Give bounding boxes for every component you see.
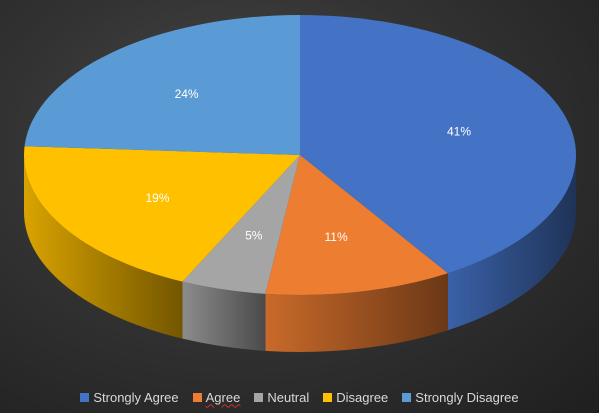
legend-label: Disagree: [336, 389, 389, 405]
legend-item-agree: Agree: [192, 389, 241, 405]
legend-swatch: [192, 392, 202, 402]
legend-swatch: [80, 392, 90, 402]
slice-neutral: [182, 155, 300, 294]
legend-item-strongly-agree: Strongly Agree: [80, 389, 179, 405]
side-wall-strongly-agree: [447, 155, 576, 331]
side-wall-disagree: [24, 155, 183, 339]
side-wall-neutral: [182, 281, 266, 351]
side-wall-agree: [265, 273, 448, 352]
slice-disagree: [23, 146, 300, 282]
data-label-strongly-disagree: 24%: [175, 87, 199, 101]
data-label-strongly-agree: 41%: [447, 125, 471, 139]
legend-item-disagree: Disagree: [323, 390, 388, 405]
slice-strongly-agree: [300, 15, 576, 274]
data-label-disagree: 19%: [145, 191, 169, 205]
legend-label: Agree: [205, 389, 241, 405]
chart-legend: Strongly Agree Agree Neutral Disagree Strong…: [0, 387, 599, 407]
data-label-neutral: 5%: [245, 229, 263, 243]
legend-label: Strongly Agree: [93, 389, 179, 405]
slice-agree: [265, 155, 448, 295]
data-label-agree: 11%: [325, 230, 348, 244]
legend-item-neutral: Neutral: [254, 390, 309, 405]
legend-label: Strongly Disagree: [415, 389, 519, 405]
legend-label: Neutral: [267, 389, 310, 405]
legend-swatch: [254, 392, 264, 402]
slice-strongly-disagree: [24, 15, 301, 155]
legend-swatch: [402, 392, 412, 402]
legend-item-strongly-disagree: Strongly Disagree: [402, 389, 519, 405]
pie-tops: [23, 15, 576, 295]
pie-sides: [24, 155, 576, 352]
legend-swatch: [323, 392, 333, 402]
pie-data-labels: 41% 11% 5% 19% 24%: [145, 87, 471, 244]
